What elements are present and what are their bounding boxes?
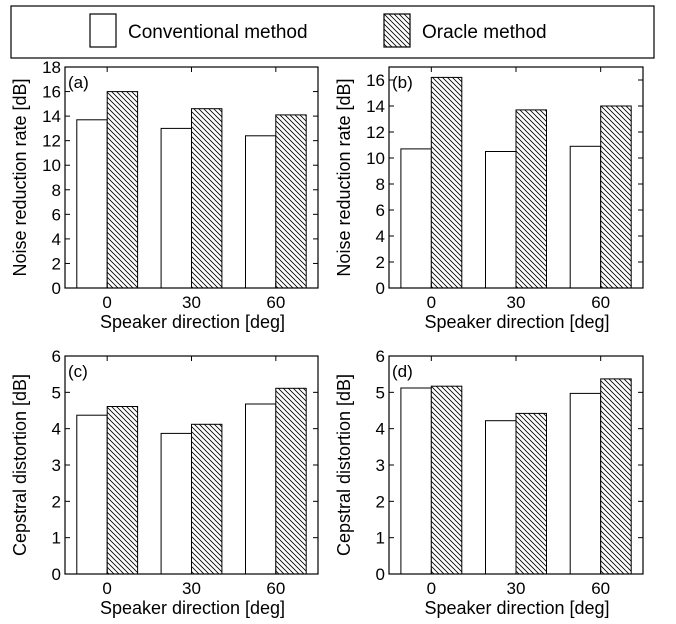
y-tick-label-a: 14 [42, 107, 61, 126]
x-axis-label-d: Speaker direction [deg] [424, 598, 609, 618]
y-tick-label-a: 6 [52, 205, 61, 224]
bar-d-oracle-30 [515, 412, 547, 575]
y-tick-label-a: 2 [52, 254, 61, 273]
y-tick-label-a: 18 [42, 58, 61, 77]
x-tick-label-a: 0 [102, 293, 111, 312]
bar-b-oracle-60 [600, 105, 632, 289]
bar-a-conventional-0 [76, 119, 108, 289]
bar-a-oracle-60 [275, 114, 307, 289]
y-tick-label-b: 16 [366, 71, 385, 90]
panel-b: 0 2 4 6 8 10 12 14 16 0 30 60 (b) Speaker direction [… [334, 66, 644, 332]
bar-b-conventional-0 [400, 148, 432, 289]
legend-label-oracle: Oracle method [422, 22, 547, 43]
legend-swatch-oracle [383, 13, 411, 48]
bar-c-oracle-0 [106, 406, 139, 575]
x-axis-label-c: Speaker direction [deg] [100, 598, 285, 618]
y-axis-label-a: Noise reduction rate [dB] [10, 78, 30, 276]
panel-label-a: (a) [68, 73, 89, 92]
y-tick-label-a: 0 [52, 279, 61, 298]
y-tick-label-b: 4 [376, 227, 385, 246]
x-tick-label-c: 60 [266, 579, 285, 598]
y-tick-label-d: 6 [376, 347, 385, 366]
bar-c-conventional-30 [160, 432, 193, 575]
x-tick-label-c: 0 [102, 579, 111, 598]
y-tick-label-a: 12 [42, 132, 61, 151]
y-tick-label-a: 4 [52, 230, 61, 249]
x-tick-label-a: 60 [266, 293, 285, 312]
y-tick-label-b: 14 [366, 97, 385, 116]
y-tick-label-b: 0 [376, 279, 385, 298]
x-tick-label-b: 60 [591, 293, 610, 312]
x-axis-label-a: Speaker direction [deg] [100, 312, 285, 332]
bar-a-oracle-0 [106, 91, 139, 289]
legend-swatch-conventional [89, 13, 117, 48]
panel-a: 0 2 4 6 8 10 12 14 16 18 0 30 60 (a) Speaker direction… [10, 58, 319, 332]
y-tick-label-c: 6 [52, 347, 61, 366]
y-tick-label-d: 3 [376, 456, 385, 475]
y-tick-label-c: 3 [52, 456, 61, 475]
x-tick-label-d: 0 [427, 579, 436, 598]
y-tick-label-c: 1 [52, 529, 61, 548]
y-tick-label-d: 4 [376, 420, 385, 439]
y-tick-label-b: 6 [376, 201, 385, 220]
bar-d-conventional-60 [569, 392, 602, 575]
bar-d-oracle-0 [430, 385, 463, 575]
x-tick-label-b: 0 [427, 293, 436, 312]
y-tick-label-c: 4 [52, 420, 61, 439]
y-axis-label-b: Noise reduction rate [dB] [334, 78, 354, 276]
x-axis-label-b: Speaker direction [deg] [424, 312, 609, 332]
y-tick-label-d: 2 [376, 492, 385, 511]
y-tick-label-a: 8 [52, 181, 61, 200]
bar-a-conventional-60 [245, 135, 277, 289]
y-tick-label-d: 0 [376, 565, 385, 584]
y-tick-label-d: 5 [376, 383, 385, 402]
x-tick-label-d: 60 [591, 579, 610, 598]
y-tick-label-d: 1 [376, 529, 385, 548]
panel-label-d: (d) [392, 362, 413, 381]
bar-d-conventional-30 [485, 420, 517, 575]
x-tick-label-b: 30 [507, 293, 526, 312]
panel-label-b: (b) [392, 73, 413, 92]
bar-b-oracle-0 [430, 76, 463, 289]
y-tick-label-a: 16 [42, 83, 61, 102]
bar-c-oracle-30 [191, 423, 223, 575]
legend: Conventional method Oracle method [10, 5, 655, 59]
y-tick-label-c: 0 [52, 565, 61, 584]
y-axis-label-d: Cepstral distortion [dB] [334, 374, 354, 556]
y-tick-label-b: 10 [366, 149, 385, 168]
bar-a-oracle-30 [191, 108, 223, 289]
bar-b-conventional-30 [485, 151, 517, 289]
bar-d-oracle-60 [600, 378, 632, 575]
x-tick-label-c: 30 [182, 579, 201, 598]
bar-d-conventional-0 [400, 387, 432, 575]
bar-b-conventional-60 [569, 145, 602, 289]
bar-c-oracle-60 [275, 387, 307, 575]
bar-b-oracle-30 [515, 109, 547, 289]
legend-label-conventional: Conventional method [128, 22, 308, 43]
y-axis-label-c: Cepstral distortion [dB] [10, 374, 30, 556]
legend-box [10, 5, 655, 59]
x-tick-label-a: 30 [182, 293, 201, 312]
bar-c-conventional-60 [245, 403, 277, 575]
y-tick-label-b: 12 [366, 123, 385, 142]
y-tick-label-b: 2 [376, 253, 385, 272]
panel-label-c: (c) [68, 362, 88, 381]
bar-c-conventional-0 [76, 414, 108, 575]
x-tick-label-d: 30 [507, 579, 526, 598]
y-tick-label-c: 2 [52, 492, 61, 511]
y-tick-label-a: 10 [42, 156, 61, 175]
bar-a-conventional-30 [160, 127, 193, 289]
y-tick-label-c: 5 [52, 383, 61, 402]
y-tick-label-b: 8 [376, 175, 385, 194]
